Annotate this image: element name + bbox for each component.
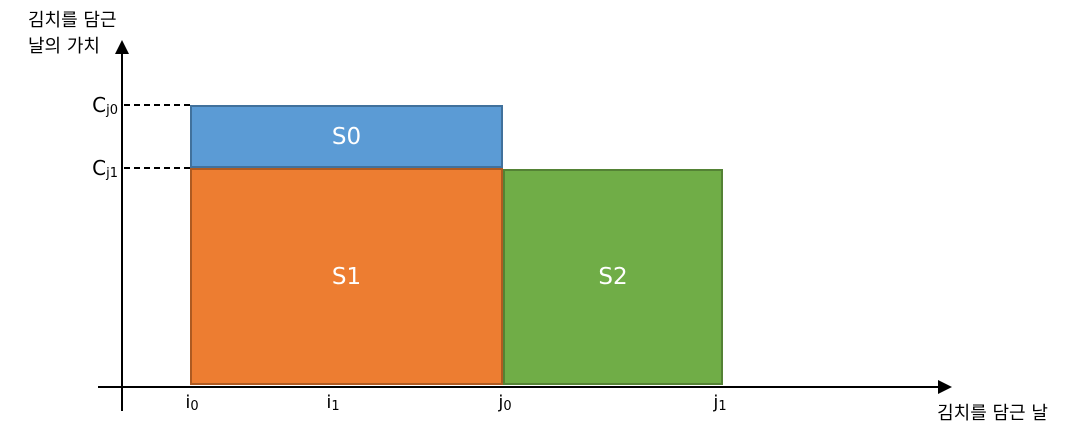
y-tick-cj1-sub: j1: [106, 166, 118, 181]
region-s1: S1: [190, 168, 503, 385]
region-s0-label: S0: [331, 123, 362, 150]
region-s2-label: S2: [598, 264, 628, 290]
x-tick-i1-sub: 1: [331, 399, 340, 414]
x-tick-i0-sub: 0: [190, 399, 199, 414]
region-s1-label: S1: [331, 263, 362, 290]
x-tick-j0-base: j: [498, 392, 504, 413]
x-tick-i0-base: i: [185, 392, 191, 413]
region-s2: S2: [503, 169, 723, 385]
y-tick-cj0-sub: j0: [106, 103, 118, 118]
dashed-guide-cj0: [124, 104, 190, 106]
x-tick-i1: i1: [313, 392, 353, 414]
y-tick-cj0: Cj0: [76, 94, 118, 122]
region-s0: S0: [190, 105, 503, 168]
y-axis-title: 김치를 담근 날의 가치: [28, 10, 117, 57]
x-tick-j1-sub: 1: [718, 399, 727, 414]
x-axis-line: [98, 386, 945, 388]
x-tick-j1: j1: [700, 392, 740, 414]
y-tick-cj1: Cj1: [76, 157, 118, 185]
y-axis-arrow-icon: [115, 40, 129, 54]
x-tick-j1-base: j: [713, 392, 719, 413]
y-axis-line: [121, 50, 123, 411]
x-tick-j0: j0: [485, 392, 525, 414]
x-axis-arrow-icon: [938, 380, 952, 394]
dashed-guide-cj1: [124, 167, 190, 169]
x-axis-title: 김치를 담근 날: [937, 403, 1048, 424]
x-tick-i1-base: i: [326, 392, 332, 413]
x-tick-j0-sub: 0: [503, 399, 512, 414]
y-tick-cj0-base: C: [92, 93, 107, 117]
y-tick-cj1-base: C: [92, 156, 107, 180]
x-tick-i0: i0: [172, 392, 212, 414]
